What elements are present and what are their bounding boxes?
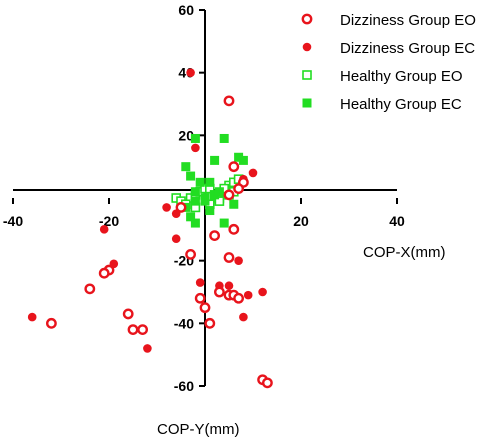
data-point — [195, 177, 205, 187]
data-point — [175, 201, 187, 213]
data-point — [199, 302, 211, 314]
data-point — [223, 95, 235, 107]
legend-label: Dizziness Group EC — [340, 40, 475, 57]
data-point — [137, 324, 149, 335]
x-axis-title: COP-X(mm) — [363, 244, 446, 261]
data-point — [258, 287, 267, 297]
data-point — [229, 199, 239, 209]
data-point — [200, 196, 210, 206]
legend-marker — [301, 13, 313, 25]
data-point — [194, 292, 206, 304]
data-point — [219, 133, 229, 143]
data-point — [46, 317, 57, 329]
data-point — [190, 187, 200, 197]
data-point — [205, 206, 215, 216]
data-point — [209, 230, 221, 242]
y-tick-label: 20 — [178, 127, 194, 143]
data-point — [224, 281, 234, 291]
data-point — [228, 161, 240, 173]
y-tick-label: -40 — [174, 315, 194, 331]
x-tick-label: 40 — [389, 213, 405, 229]
data-point — [233, 292, 245, 304]
data-point — [186, 171, 196, 181]
legend-label: Healthy Group EC — [340, 96, 462, 113]
data-point — [234, 256, 243, 265]
data-point — [162, 203, 171, 212]
data-point — [233, 183, 245, 195]
data-point — [122, 308, 134, 320]
data-point — [239, 312, 248, 322]
data-point — [127, 324, 139, 335]
data-point — [234, 152, 244, 162]
y-axis-title: COP-Y(mm) — [157, 421, 240, 438]
data-point — [214, 196, 225, 206]
legend-label: Healthy Group EO — [340, 68, 463, 85]
y-tick-label: 60 — [178, 2, 194, 18]
data-point — [181, 162, 191, 172]
x-tick-label: -40 — [3, 213, 23, 229]
data-point — [219, 218, 229, 228]
data-point — [186, 212, 196, 222]
data-point — [84, 283, 96, 295]
legend-marker — [302, 70, 312, 80]
data-point — [243, 290, 253, 300]
legend-marker — [302, 42, 312, 52]
data-point — [186, 68, 195, 77]
data-point — [210, 190, 220, 200]
data-point — [214, 187, 224, 197]
data-point — [191, 143, 200, 153]
data-point — [238, 155, 248, 165]
data-point — [204, 317, 216, 329]
data-point — [223, 189, 235, 201]
x-ticks: -40 -20 20 40 — [3, 198, 405, 229]
data-point — [190, 218, 200, 228]
data-point — [210, 155, 220, 165]
data-point — [98, 267, 110, 279]
data-point — [261, 377, 273, 389]
data-point — [99, 225, 109, 234]
data-point — [190, 196, 200, 206]
data-point — [205, 177, 215, 187]
data-point — [185, 248, 197, 260]
x-tick-label: 20 — [293, 213, 309, 229]
y-tick-label: -60 — [174, 378, 194, 394]
data-point — [223, 252, 235, 263]
data-point — [190, 133, 200, 143]
data-points — [27, 68, 273, 389]
legend-label: Dizziness Group EO — [340, 12, 476, 29]
data-point — [228, 223, 240, 235]
x-tick-label: -20 — [99, 213, 119, 229]
data-point — [213, 286, 225, 298]
data-point — [248, 168, 258, 178]
data-point — [27, 312, 37, 322]
data-point — [171, 234, 181, 244]
legend-marker — [302, 98, 312, 108]
legend: Dizziness Group EO Dizziness Group EC Heal… — [301, 12, 476, 113]
data-point — [195, 278, 205, 287]
data-point — [143, 344, 152, 353]
